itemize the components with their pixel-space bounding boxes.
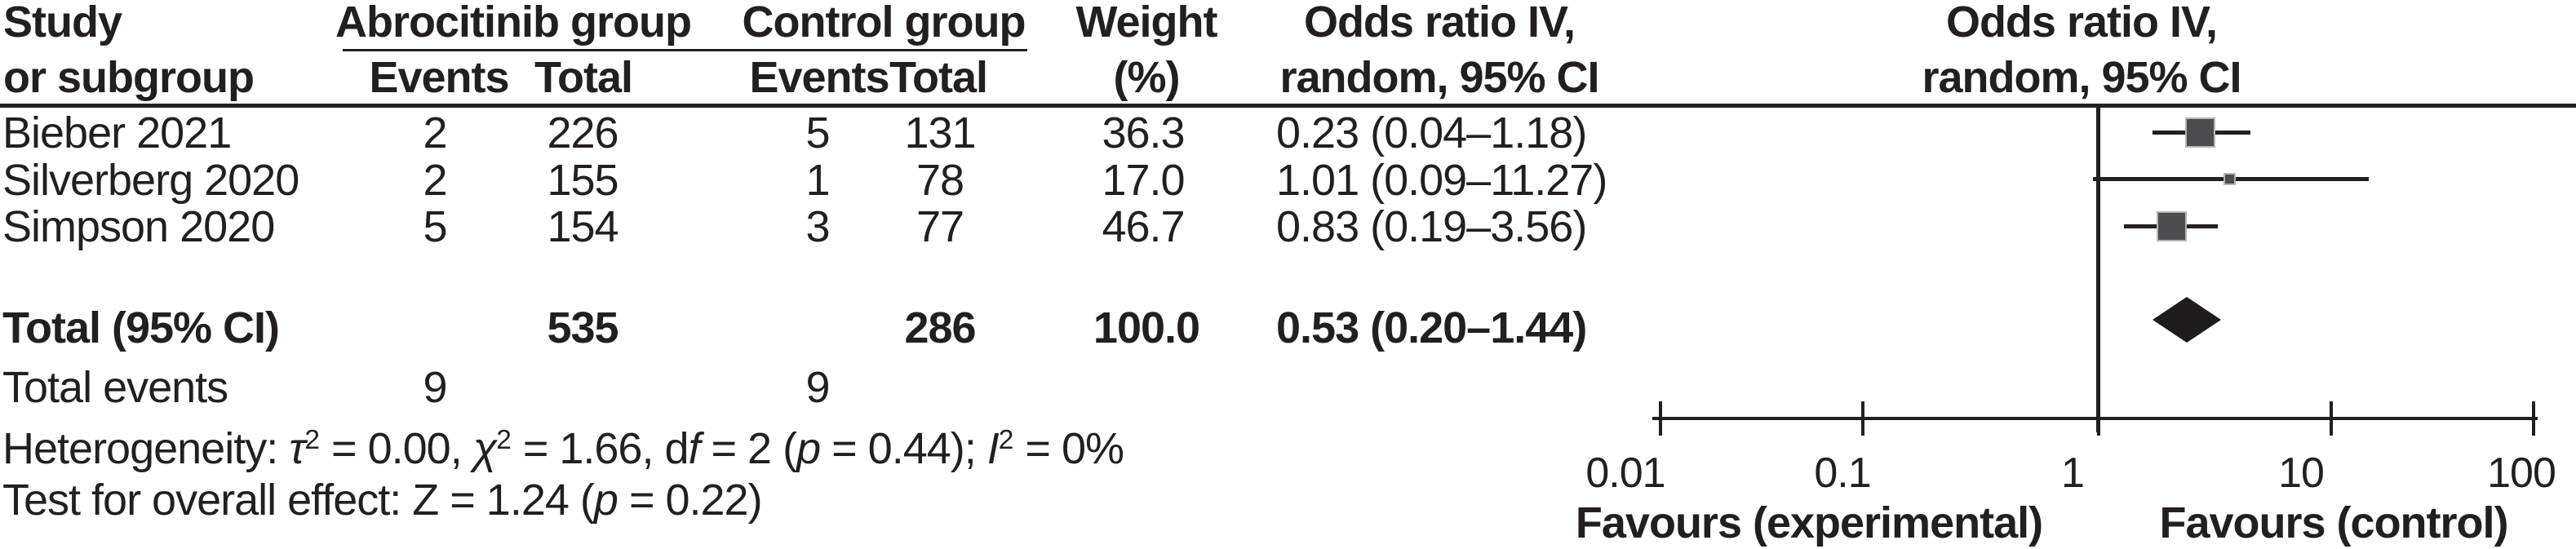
- table-top-rule: [0, 104, 2576, 108]
- header-total-experimental: Total: [534, 53, 633, 102]
- x-tick-label: 1: [2061, 449, 2085, 497]
- point-estimate-simpson: [2157, 211, 2187, 241]
- total-experimental-sum: 535: [547, 303, 619, 352]
- heterogeneity-line: Heterogeneity: τ2 = 0.00, χ2 = 1.66, df …: [2, 424, 1124, 474]
- x-tick-label: 0.01: [1585, 449, 1665, 497]
- header-weight-line2: (%): [1113, 53, 1181, 102]
- total-control: 78: [916, 156, 964, 205]
- point-estimate-silverberg: [2224, 173, 2236, 185]
- header-or-text-line1: Odds ratio IV,: [1303, 0, 1576, 46]
- total-experimental: 155: [547, 156, 619, 205]
- events-experimental: 2: [423, 108, 447, 157]
- no-effect-line: [2096, 104, 2100, 432]
- or-ci-text: 0.83 (0.19–3.56): [1276, 202, 1587, 251]
- header-or-plot-line2: random, 95% CI: [1922, 53, 2241, 102]
- total-control: 131: [904, 108, 976, 157]
- header-study-line2: or subgroup: [3, 53, 255, 102]
- weight-value: 46.7: [1102, 202, 1185, 251]
- or-ci-text: 1.01 (0.09–11.27): [1276, 156, 1607, 205]
- events-control: 3: [805, 202, 830, 251]
- x-tick-001: [1659, 401, 1662, 436]
- total-events-label: Total events: [2, 363, 228, 412]
- total-or-ci-text: 0.53 (0.20–1.44): [1276, 303, 1587, 352]
- x-tick-100: [2532, 401, 2535, 436]
- events-experimental: 5: [423, 202, 447, 251]
- header-weight-line1: Weight: [1075, 0, 1218, 46]
- point-estimate-bieber: [2185, 117, 2215, 148]
- x-tick-label: 100: [2487, 449, 2556, 497]
- total-label: Total (95% CI): [2, 303, 280, 352]
- x-tick-label: 0.1: [1814, 449, 1871, 497]
- pooled-diamond: [2153, 297, 2221, 343]
- x-tick-1: [2097, 401, 2100, 436]
- overall-effect-line: Test for overall effect: Z = 1.24 (p = 0…: [2, 476, 763, 525]
- favours-control-label: Favours (control): [2159, 498, 2508, 547]
- x-tick-01: [1861, 401, 1864, 436]
- header-or-plot-line1: Odds ratio IV,: [1945, 0, 2218, 46]
- header-or-text-line2: random, 95% CI: [1279, 53, 1599, 102]
- favours-experimental-label: Favours (experimental): [1575, 498, 2043, 547]
- total-experimental: 226: [547, 108, 619, 157]
- total-control-sum: 286: [904, 303, 976, 352]
- events-control: 5: [805, 108, 830, 157]
- group-header-underline: [343, 49, 1027, 51]
- header-events-experimental: Events: [369, 53, 509, 102]
- total-events-control: 9: [805, 363, 830, 412]
- weight-value: 36.3: [1102, 108, 1185, 157]
- header-group-control: Control group: [742, 0, 1026, 46]
- study-name: Bieber 2021: [2, 108, 232, 157]
- total-events-experimental: 9: [423, 363, 447, 412]
- total-experimental: 154: [547, 202, 619, 251]
- events-control: 1: [805, 156, 830, 205]
- x-axis: [1652, 417, 2538, 420]
- weight-value: 17.0: [1102, 156, 1185, 205]
- total-weight: 100.0: [1093, 303, 1200, 352]
- header-events-control: Events: [749, 53, 889, 102]
- x-tick-10: [2330, 401, 2333, 436]
- or-ci-text: 0.23 (0.04–1.18): [1276, 108, 1587, 157]
- header-study-line1: Study: [3, 0, 122, 46]
- total-control: 77: [916, 202, 964, 251]
- study-name: Silverberg 2020: [2, 156, 299, 205]
- header-group-experimental: Abrocitinib group: [335, 0, 692, 46]
- header-total-control: Total: [889, 53, 988, 102]
- events-experimental: 2: [423, 156, 447, 205]
- study-name: Simpson 2020: [2, 202, 275, 251]
- x-tick-label: 10: [2278, 449, 2325, 497]
